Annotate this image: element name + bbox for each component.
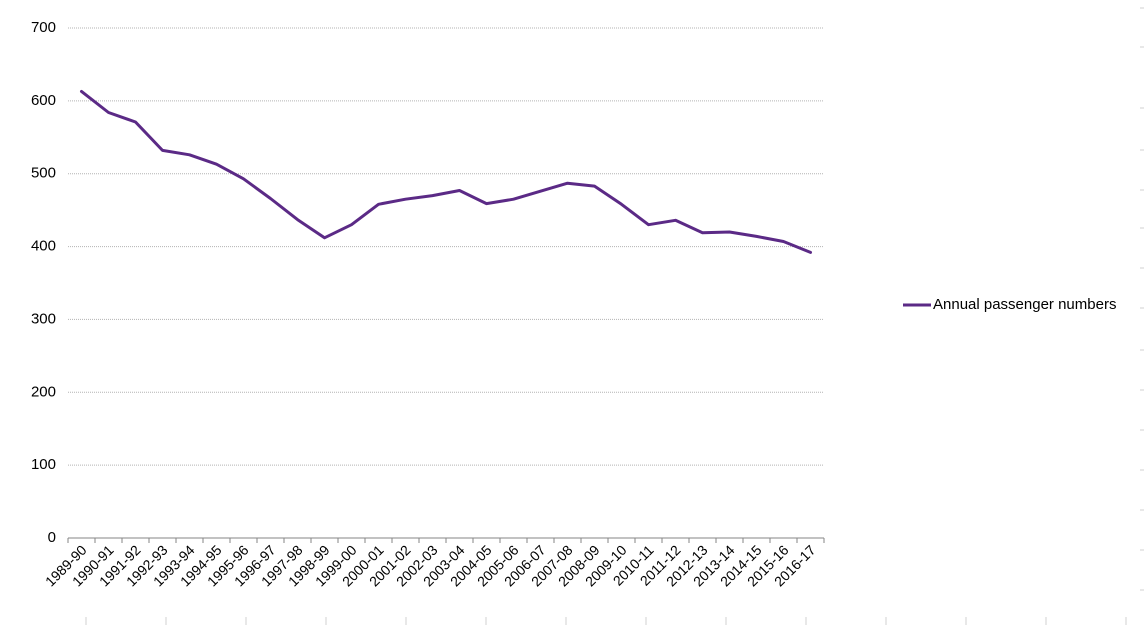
data-point	[620, 202, 624, 206]
gridlines	[68, 27, 824, 466]
edge-marks	[85, 7, 1144, 625]
y-tick-label: 400	[31, 238, 56, 255]
data-point	[647, 223, 651, 227]
data-point	[809, 250, 813, 254]
data-point	[728, 230, 732, 234]
y-tick-label: 200	[31, 383, 56, 400]
data-point	[242, 177, 246, 181]
data-point	[674, 218, 678, 222]
data-point	[512, 197, 516, 201]
series-line-annual-passenger-numbers	[80, 89, 812, 254]
data-point	[80, 89, 84, 93]
data-point	[323, 236, 327, 240]
data-point	[215, 162, 219, 166]
data-point	[188, 153, 192, 157]
y-axis: 0 100 200 300 400 500 600 700	[31, 19, 56, 546]
data-point	[566, 181, 570, 185]
data-point	[539, 189, 543, 193]
data-point	[296, 218, 300, 222]
data-point	[593, 184, 597, 188]
x-axis: 1989-901990-911991-921992-931993-941994-…	[42, 537, 825, 589]
data-point	[431, 194, 435, 198]
y-tick-label: 0	[48, 529, 56, 546]
data-point	[134, 120, 138, 124]
data-point	[350, 223, 354, 227]
data-point	[458, 188, 462, 192]
data-point	[269, 196, 273, 200]
data-point	[404, 197, 408, 201]
y-tick-label: 500	[31, 165, 56, 182]
data-point	[107, 111, 111, 115]
y-tick-label: 300	[31, 310, 56, 327]
series-layer	[80, 89, 813, 254]
legend: Annual passenger numbers	[903, 296, 1116, 313]
y-tick-label: 600	[31, 92, 56, 109]
data-point	[755, 234, 759, 238]
data-point	[782, 239, 786, 243]
y-tick-label: 100	[31, 456, 56, 473]
legend-label: Annual passenger numbers	[933, 296, 1116, 313]
data-point	[701, 231, 705, 235]
data-point	[377, 202, 381, 206]
data-point	[161, 148, 165, 152]
data-point	[485, 202, 489, 206]
y-tick-label: 700	[31, 19, 56, 36]
